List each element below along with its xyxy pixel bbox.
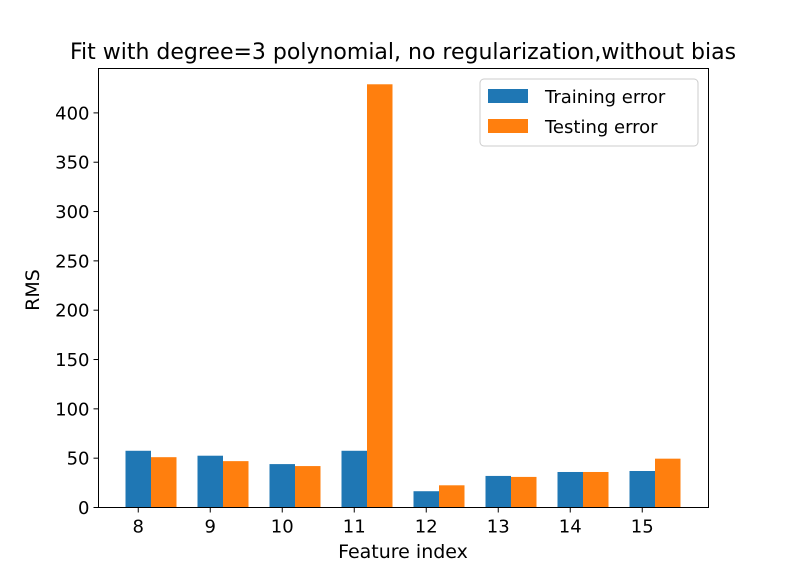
y-tick-label: 0	[78, 498, 89, 519]
bar-testing-11	[367, 84, 393, 508]
x-tick-label: 9	[205, 517, 216, 538]
x-tick-label: 10	[271, 517, 294, 538]
bar-training-15	[629, 470, 655, 508]
x-tick-label: 11	[343, 517, 366, 538]
x-tick-label: 15	[631, 517, 654, 538]
x-axis-label: Feature index	[338, 541, 468, 563]
legend-swatch-testing	[488, 119, 528, 133]
legend-label-training: Training error	[544, 87, 666, 108]
x-tick-label: 13	[487, 517, 510, 538]
bars-group	[125, 84, 681, 508]
bar-testing-10	[295, 466, 321, 508]
bar-testing-8	[151, 457, 177, 508]
x-tick-label: 12	[415, 517, 438, 538]
bar-testing-12	[439, 485, 465, 508]
bar-training-11	[341, 450, 367, 508]
y-tick-label: 150	[55, 350, 89, 371]
y-axis: 0 50 100 150 200 250 300 350 400	[55, 103, 99, 519]
y-tick-label: 50	[67, 449, 90, 470]
bar-testing-14	[583, 471, 609, 508]
bar-training-10	[269, 464, 295, 508]
legend-label-testing: Testing error	[544, 117, 658, 138]
bar-testing-9	[223, 461, 249, 508]
legend: Training error Testing error	[479, 78, 699, 147]
x-tick-label: 14	[559, 517, 582, 538]
y-tick-label: 300	[55, 202, 89, 223]
bar-training-14	[557, 471, 583, 508]
bar-training-8	[125, 450, 151, 508]
plot-frame	[98, 68, 709, 508]
y-tick-label: 400	[55, 103, 89, 124]
legend-swatch-training	[488, 89, 528, 103]
bar-testing-13	[511, 476, 537, 508]
x-tick-label: 8	[133, 517, 144, 538]
x-axis: 8 9 10 11 12 13 14 15	[133, 507, 654, 538]
y-axis-label: RMS	[22, 269, 44, 311]
y-tick-label: 350	[55, 153, 89, 174]
y-tick-label: 250	[55, 251, 89, 272]
chart-title: Fit with degree=3 polynomial, no regular…	[70, 40, 736, 65]
bar-training-9	[197, 455, 223, 508]
legend-box	[479, 78, 699, 147]
y-tick-label: 200	[55, 301, 89, 322]
bar-training-13	[485, 475, 511, 508]
y-tick-label: 100	[55, 399, 89, 420]
bar-testing-15	[655, 458, 681, 508]
bar-training-12	[413, 491, 439, 508]
